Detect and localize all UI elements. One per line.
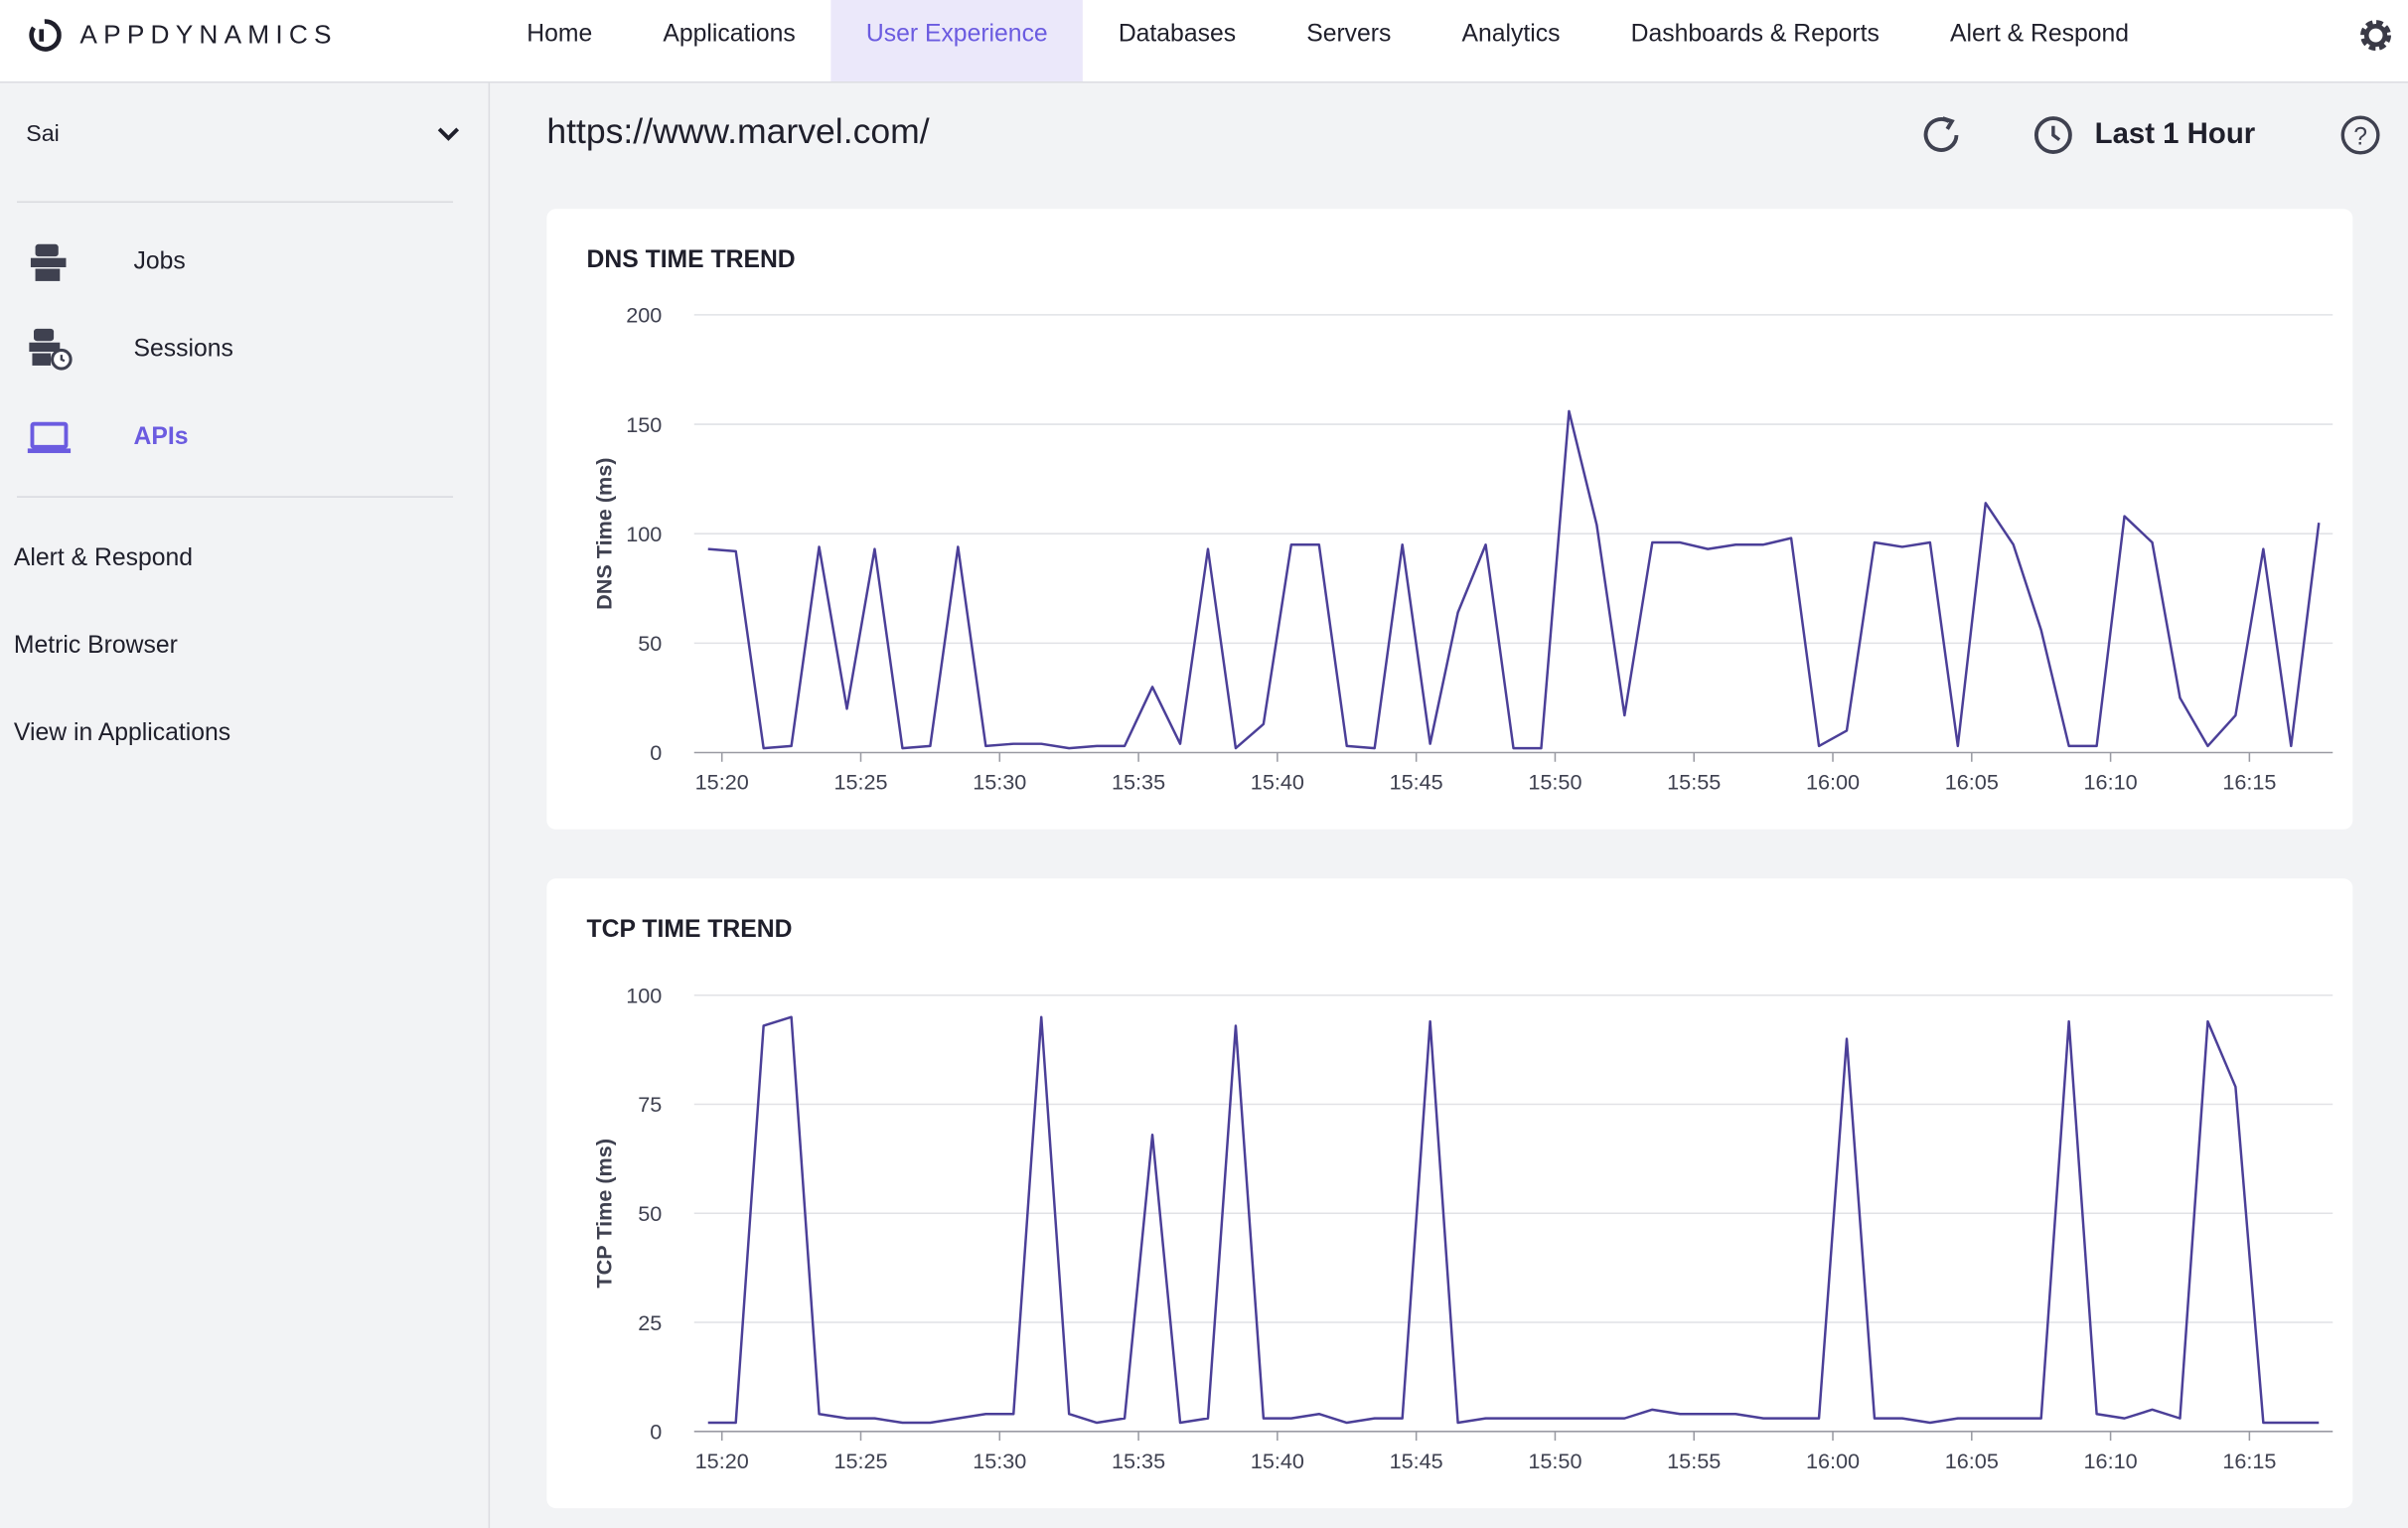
top-nav: APPDYNAMICS Home Applications User Exper… xyxy=(0,0,2408,83)
x-tick-label: 15:20 xyxy=(695,770,749,795)
chart-title: DNS TIME TREND xyxy=(587,246,796,273)
x-tick-label: 15:55 xyxy=(1667,770,1721,795)
page-url: https://www.marvel.com/ xyxy=(546,110,930,151)
app-selector[interactable]: Sai xyxy=(26,121,60,148)
x-tick-label: 15:50 xyxy=(1528,770,1581,795)
nav-link[interactable]: View in Applications xyxy=(13,720,231,747)
data-line xyxy=(707,1015,2320,1425)
x-tick-label: 15:45 xyxy=(1390,770,1443,795)
x-tick-label: 16:00 xyxy=(1806,770,1860,795)
x-tick-label: 16:05 xyxy=(1945,770,1999,795)
x-tick-label: 15:30 xyxy=(973,1449,1026,1473)
apis-icon xyxy=(27,421,72,454)
x-tick-label: 15:55 xyxy=(1667,1449,1721,1473)
help-icon[interactable]: ? xyxy=(2338,113,2381,156)
x-tick-label: 15:20 xyxy=(695,1449,749,1473)
nav-item[interactable]: Alert & Respond xyxy=(1949,21,2130,48)
y-tick-label: 25 xyxy=(638,1310,662,1335)
chart-card xyxy=(546,209,2353,830)
y-axis-label: DNS Time (ms) xyxy=(591,457,616,609)
y-tick-label: 100 xyxy=(626,522,662,546)
x-tick-label: 16:00 xyxy=(1806,1449,1860,1473)
nav-link[interactable]: Jobs xyxy=(133,248,186,275)
refresh-icon[interactable] xyxy=(1919,113,1965,156)
y-tick-label: 200 xyxy=(626,303,662,328)
nav-link[interactable]: Sessions xyxy=(133,336,233,363)
x-tick-label: 16:10 xyxy=(2084,770,2138,795)
nav-link[interactable]: Metric Browser xyxy=(13,632,178,660)
logo-icon xyxy=(29,19,62,52)
nav-item[interactable]: User Experience xyxy=(830,0,1084,81)
x-tick-label: 15:45 xyxy=(1390,1449,1443,1473)
chevron-icon[interactable] xyxy=(436,124,461,143)
x-tick-label: 15:50 xyxy=(1528,1449,1581,1473)
nav-item[interactable]: Databases xyxy=(1118,21,1237,48)
data-line xyxy=(707,409,2321,750)
nav-items: Home Applications User Experience Databa… xyxy=(492,0,2165,81)
x-tick-label: 15:35 xyxy=(1112,770,1165,795)
sidebar: Sai Jobs Sessions APIs Alert & Respond M… xyxy=(0,82,491,1528)
nav-link[interactable]: APIs xyxy=(133,423,189,450)
x-tick-label: 15:25 xyxy=(833,1449,887,1473)
chart-title: TCP TIME TREND xyxy=(587,916,793,943)
x-tick-label: 15:40 xyxy=(1251,770,1304,795)
x-tick-label: 15:35 xyxy=(1112,1449,1165,1473)
jobs-icon xyxy=(30,243,67,281)
svg-text:?: ? xyxy=(2353,123,2367,150)
y-tick-label: 150 xyxy=(626,412,662,437)
x-tick-label: 15:40 xyxy=(1251,1449,1304,1473)
time-range[interactable]: Last 1 Hour xyxy=(2094,118,2256,151)
x-tick-label: 15:25 xyxy=(833,770,887,795)
x-tick-label: 16:15 xyxy=(2222,770,2276,795)
nav-item[interactable]: Applications xyxy=(663,21,796,48)
y-tick-label: 100 xyxy=(626,983,662,1007)
nav-item[interactable]: Dashboards & Reports xyxy=(1630,21,1880,48)
y-tick-label: 50 xyxy=(638,631,662,656)
nav-item[interactable]: Home xyxy=(527,21,593,48)
nav-item[interactable]: Servers xyxy=(1306,21,1392,48)
nav-link[interactable]: Alert & Respond xyxy=(13,544,194,572)
y-tick-label: 50 xyxy=(638,1201,662,1226)
y-tick-label: 0 xyxy=(650,740,662,765)
x-tick-label: 16:15 xyxy=(2222,1449,2276,1473)
logo-text: APPDYNAMICS xyxy=(79,20,338,50)
chart-card xyxy=(546,878,2353,1509)
sessions-icon xyxy=(29,328,73,371)
divider xyxy=(17,201,454,204)
nav-item[interactable]: Analytics xyxy=(1461,21,1561,48)
y-axis-label: TCP Time (ms) xyxy=(591,1139,616,1289)
y-tick-label: 0 xyxy=(650,1420,662,1445)
y-tick-label: 75 xyxy=(638,1092,662,1117)
x-tick-label: 16:05 xyxy=(1945,1449,1999,1473)
logo[interactable]: APPDYNAMICS xyxy=(28,19,338,53)
x-tick-label: 16:10 xyxy=(2084,1449,2138,1473)
settings-icon[interactable] xyxy=(2355,15,2395,55)
divider xyxy=(17,496,454,498)
x-tick-label: 15:30 xyxy=(973,770,1026,795)
clock-icon[interactable] xyxy=(2032,113,2074,156)
